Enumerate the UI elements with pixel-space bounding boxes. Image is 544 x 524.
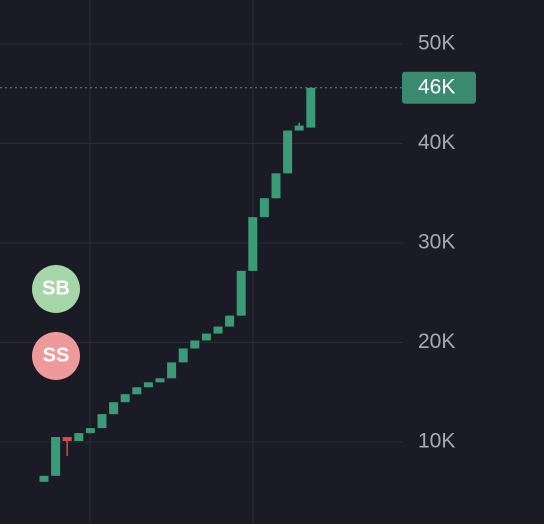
candle-body: [294, 125, 304, 131]
candle-body: [259, 198, 269, 218]
candle-body: [167, 362, 177, 379]
candle-body: [236, 270, 246, 316]
candle-body: [97, 414, 107, 429]
candle-body: [74, 433, 84, 442]
candle-body: [120, 394, 130, 403]
candle-body: [155, 378, 165, 383]
candle-body: [306, 87, 316, 128]
candle-body: [283, 130, 293, 174]
candle-body: [39, 475, 49, 482]
candle-body: [213, 326, 223, 334]
trade-button[interactable]: [32, 332, 80, 380]
candle-body: [271, 173, 281, 199]
y-tick-label: 20K: [418, 330, 455, 353]
candle-body: [143, 382, 153, 388]
y-tick-label: 10K: [418, 430, 455, 453]
candle-body: [178, 348, 188, 363]
candle-body: [248, 217, 258, 271]
candle-body: [109, 402, 119, 415]
candle-body: [132, 387, 142, 395]
y-tick-label: 30K: [418, 231, 455, 254]
candle-body: [51, 437, 61, 476]
candle-body: [85, 428, 95, 434]
trade-button-label[interactable]: SB: [42, 277, 70, 299]
candle-body: [225, 315, 235, 327]
candle-body: [62, 437, 72, 442]
y-tick-label: 40K: [418, 131, 455, 154]
trade-button[interactable]: [32, 265, 80, 313]
candle-body: [190, 340, 200, 349]
last-price-tag: [402, 71, 476, 104]
y-tick-label: 50K: [418, 32, 455, 55]
last-price-label: 46K: [418, 75, 455, 98]
trade-button-label[interactable]: SS: [43, 344, 70, 366]
candle-body: [201, 333, 211, 341]
